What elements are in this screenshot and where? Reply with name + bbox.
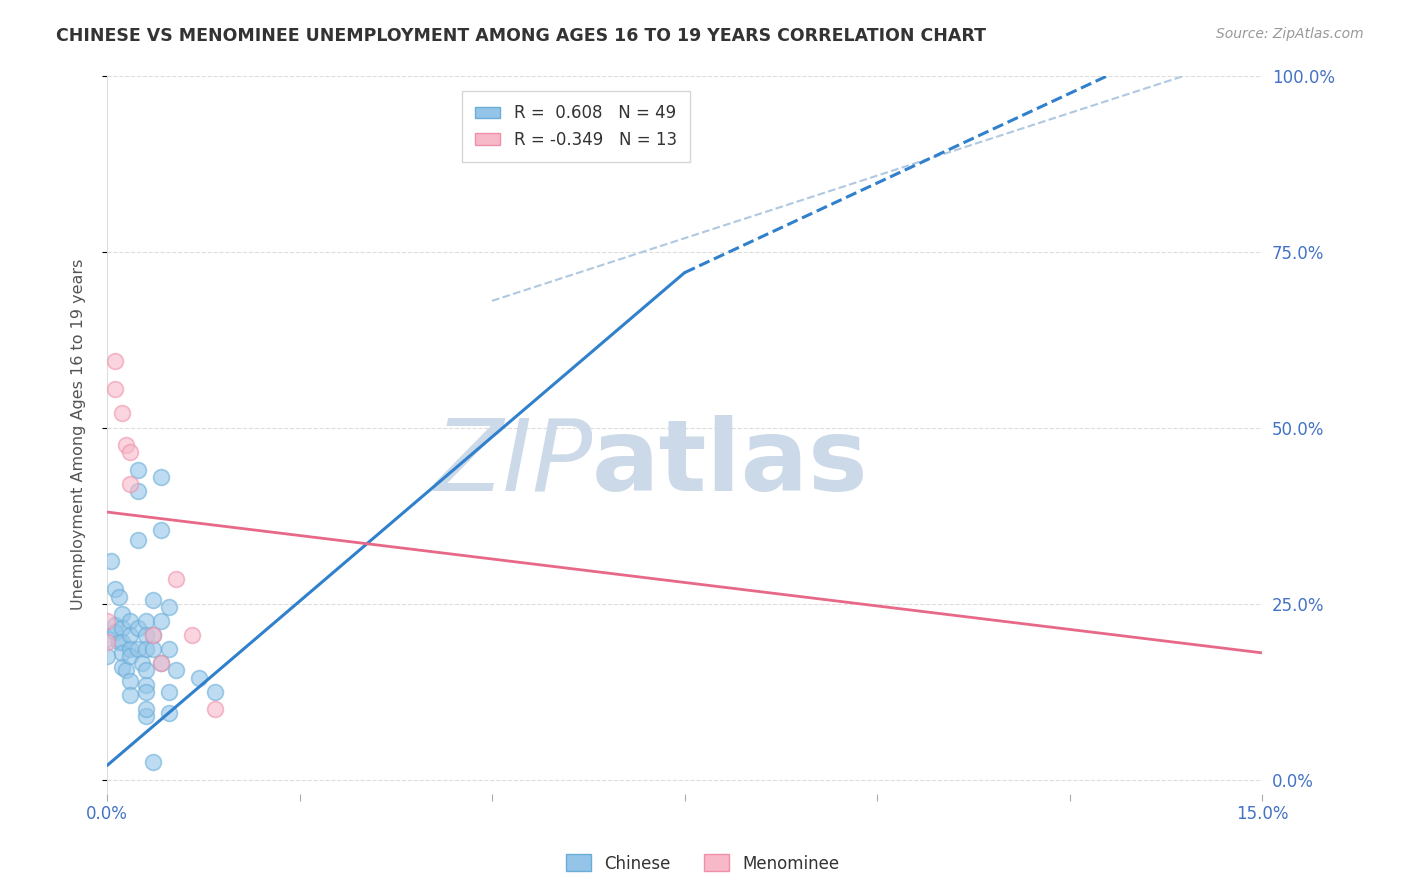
Point	[142, 593, 165, 607]
Point	[135, 702, 157, 716]
Point	[104, 624, 127, 639]
Point	[120, 628, 142, 642]
Point	[127, 642, 149, 657]
Point	[149, 657, 172, 671]
Point	[188, 671, 211, 685]
Point	[142, 755, 165, 769]
Legend: R =  0.608   N = 49, R = -0.349   N = 13: R = 0.608 N = 49, R = -0.349 N = 13	[463, 91, 690, 162]
Point	[127, 483, 149, 498]
Point	[157, 684, 180, 698]
Point	[96, 632, 118, 646]
Point	[111, 607, 134, 621]
Point	[111, 660, 134, 674]
Point	[135, 614, 157, 628]
Text: ZIP: ZIP	[434, 415, 592, 512]
Point	[204, 684, 226, 698]
Point	[135, 709, 157, 723]
Point	[111, 407, 134, 421]
Point	[127, 533, 149, 548]
Point	[107, 635, 129, 649]
Point	[96, 614, 118, 628]
Point	[111, 635, 134, 649]
Point	[149, 614, 172, 628]
Point	[100, 554, 122, 568]
Point	[142, 642, 165, 657]
Point	[120, 445, 142, 459]
Point	[111, 646, 134, 660]
Point	[120, 688, 142, 702]
Point	[135, 684, 157, 698]
Point	[180, 628, 202, 642]
Point	[135, 628, 157, 642]
Point	[131, 657, 153, 671]
Point	[157, 706, 180, 720]
Point	[115, 664, 138, 678]
Point	[142, 628, 165, 642]
Point	[149, 523, 172, 537]
Point	[111, 621, 134, 635]
Point	[120, 642, 142, 657]
Point	[120, 649, 142, 664]
Point	[135, 642, 157, 657]
Text: atlas: atlas	[592, 415, 869, 512]
Point	[107, 590, 129, 604]
Point	[120, 614, 142, 628]
Point	[104, 353, 127, 368]
Point	[96, 635, 118, 649]
Text: CHINESE VS MENOMINEE UNEMPLOYMENT AMONG AGES 16 TO 19 YEARS CORRELATION CHART: CHINESE VS MENOMINEE UNEMPLOYMENT AMONG …	[56, 27, 986, 45]
Point	[115, 438, 138, 452]
Point	[127, 463, 149, 477]
Point	[157, 600, 180, 615]
Y-axis label: Unemployment Among Ages 16 to 19 years: Unemployment Among Ages 16 to 19 years	[72, 259, 86, 610]
Point	[120, 673, 142, 688]
Point	[165, 664, 187, 678]
Point	[120, 476, 142, 491]
Point	[135, 664, 157, 678]
Point	[96, 649, 118, 664]
Point	[135, 677, 157, 691]
Text: Source: ZipAtlas.com: Source: ZipAtlas.com	[1216, 27, 1364, 41]
Legend: Chinese, Menominee: Chinese, Menominee	[560, 847, 846, 880]
Point	[157, 642, 180, 657]
Point	[142, 628, 165, 642]
Point	[204, 702, 226, 716]
Point	[165, 572, 187, 586]
Point	[149, 657, 172, 671]
Point	[127, 621, 149, 635]
Point	[104, 582, 127, 597]
Point	[104, 617, 127, 632]
Point	[104, 382, 127, 396]
Point	[149, 470, 172, 484]
